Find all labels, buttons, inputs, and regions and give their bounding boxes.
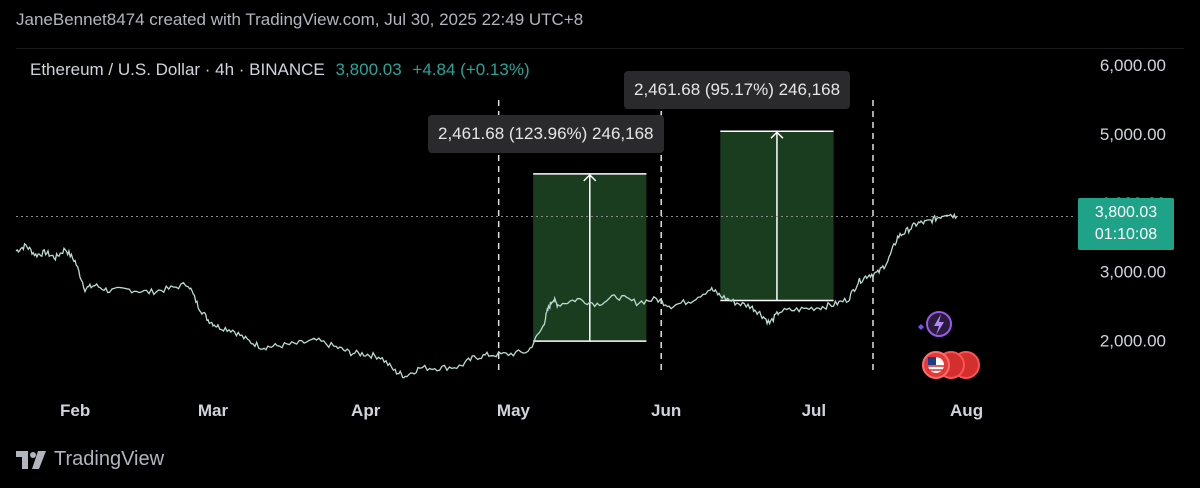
footer-brand-text: TradingView [54, 448, 165, 470]
x-tick-label: Feb [60, 401, 90, 420]
price-tag-value: 3,800.03 [1094, 204, 1158, 221]
current-price-tag: 3,800.03 01:10:08 [1078, 198, 1174, 250]
symbol-legend[interactable]: Ethereum / U.S. Dollar · 4h · BINANCE 3,… [30, 60, 530, 80]
x-tick-label: Jun [651, 401, 681, 420]
x-tick-label: Jul [802, 401, 827, 420]
attribution-text: JaneBennet8474 created with TradingView.… [16, 10, 584, 29]
y-tick-label: 3,000.00 [1100, 263, 1166, 282]
tradingview-logo-icon [16, 450, 46, 469]
measurement-label-2: 2,461.68 (95.17%) 246,168 [624, 71, 851, 109]
x-tick-label: Apr [351, 401, 381, 420]
lightning-event-icon[interactable] [918, 311, 952, 337]
x-tick-label: May [497, 401, 531, 420]
y-tick-label: 6,000.00 [1100, 56, 1166, 75]
x-tick-label: Mar [198, 401, 229, 420]
x-tick-label: Aug [950, 401, 983, 420]
symbol-title: Ethereum / U.S. Dollar · 4h · BINANCE [30, 60, 325, 79]
measure-arrow-head [583, 173, 597, 182]
price-tag-countdown: 01:10:08 [1094, 226, 1158, 243]
measure-arrow-head [770, 131, 784, 139]
footer-brand[interactable]: TradingView [16, 448, 164, 471]
last-price: 3,800.03 [335, 60, 402, 79]
us-flag-event-icon[interactable] [922, 351, 980, 379]
y-tick-label: 2,000.00 [1100, 331, 1166, 350]
price-change: +4.84 (+0.13%) [412, 60, 530, 79]
price-series-line [15, 212, 958, 379]
y-tick-label: 5,000.00 [1100, 125, 1166, 144]
measurement-label-1: 2,461.68 (123.96%) 246,168 [428, 115, 664, 153]
